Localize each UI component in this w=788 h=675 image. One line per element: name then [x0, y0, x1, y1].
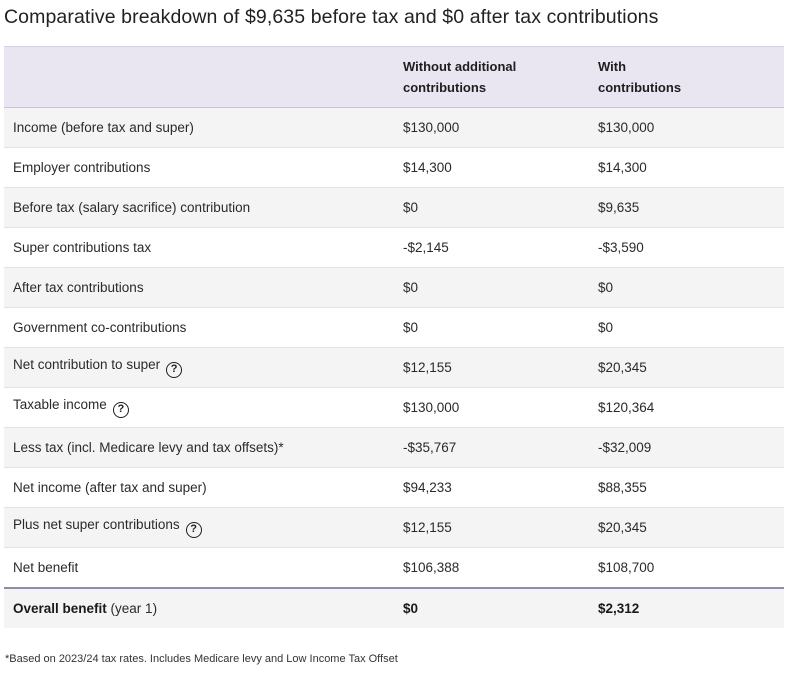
comparison-table: Without additional contributions With co…: [4, 46, 784, 628]
overall-benefit-label: Overall benefit (year 1): [4, 588, 394, 628]
row-label-cell: Net income (after tax and super): [4, 467, 394, 508]
row-label-cell: Net benefit: [4, 547, 394, 589]
row-label: Plus net super contributions: [13, 517, 180, 532]
table-row-income-before-tax-and-super: Income (before tax and super) $130,000 $13…: [4, 107, 784, 148]
row-label: Taxable income: [13, 397, 107, 412]
table-row-net-contribution-to-super: Net contribution to super? $12,155 $20,345: [4, 347, 784, 388]
without-contributions-value: -$2,145: [394, 227, 589, 268]
row-label-cell: Government co-contributions: [4, 307, 394, 348]
header-with-line1: With: [598, 59, 627, 74]
overall-benefit-label-bold: Overall benefit: [13, 600, 107, 616]
row-label: Less tax (incl. Medicare levy and tax of…: [13, 440, 284, 455]
row-label-cell: Before tax (salary sacrifice) contributi…: [4, 187, 394, 228]
header-without-line2: contributions: [403, 80, 487, 95]
overall-benefit-without-value: $0: [403, 600, 419, 616]
with-contributions-value: $0: [589, 307, 784, 348]
question-circle-icon[interactable]: ?: [185, 522, 202, 538]
table-row-before-tax-salary-sacrifice-contribution: Before tax (salary sacrifice) contributi…: [4, 187, 784, 228]
header-with-contributions: With contributions: [589, 46, 784, 108]
table-row-employer-contributions: Employer contributions $14,300 $14,300: [4, 147, 784, 188]
table-row-net-income-after-tax-and-super: Net income (after tax and super) $94,233 $…: [4, 467, 784, 508]
overall-benefit-label-suffix: (year 1): [106, 600, 158, 616]
row-label-cell: After tax contributions: [4, 267, 394, 308]
without-contributions-value: $14,300: [394, 147, 589, 188]
with-contributions-value: $130,000: [589, 107, 784, 148]
with-contributions-value: $9,635: [589, 187, 784, 228]
without-contributions-value: $12,155: [394, 507, 589, 548]
row-label-cell: Super contributions tax: [4, 227, 394, 268]
without-contributions-value: $130,000: [394, 107, 589, 148]
without-contributions-value: $0: [394, 187, 589, 228]
row-label-cell: Taxable income?: [4, 387, 394, 428]
table-row-plus-net-super-contributions: Plus net super contributions? $12,155 $20,…: [4, 507, 784, 548]
table-header-row: Without additional contributions With co…: [4, 46, 784, 108]
with-contributions-value: $108,700: [589, 547, 784, 589]
row-label: After tax contributions: [13, 280, 144, 295]
row-label: Income (before tax and super): [13, 120, 194, 135]
with-contributions-value: $20,345: [589, 347, 784, 388]
comparison-table-container: Without additional contributions With co…: [4, 46, 784, 628]
row-label-cell: Employer contributions: [4, 147, 394, 188]
overall-benefit-with-value: $2,312: [598, 600, 640, 616]
row-label: Net contribution to super: [13, 357, 161, 372]
header-with-line2: contributions: [598, 80, 682, 95]
table-row-less-tax-incl-medicare-levy-and-tax-offsets: Less tax (incl. Medicare levy and tax of…: [4, 427, 784, 468]
row-label-cell: Net contribution to super?: [4, 347, 394, 388]
row-label-cell: Plus net super contributions?: [4, 507, 394, 548]
table-row-overall-benefit: Overall benefit (year 1) $0 $2,312: [4, 587, 784, 628]
without-contributions-value: $130,000: [394, 387, 589, 428]
question-circle-icon[interactable]: ?: [166, 362, 183, 378]
without-contributions-value: $106,388: [394, 547, 589, 589]
question-circle-icon[interactable]: ?: [112, 402, 129, 418]
with-contributions-value: $0: [589, 267, 784, 308]
with-contributions-value: $88,355: [589, 467, 784, 508]
row-label: Before tax (salary sacrifice) contributi…: [13, 200, 251, 215]
row-label: Super contributions tax: [13, 240, 152, 255]
with-contributions-value: -$3,590: [589, 227, 784, 268]
header-label-column: [4, 46, 394, 108]
without-contributions-value: $0: [394, 267, 589, 308]
table-row-net-benefit: Net benefit $106,388 $108,700: [4, 547, 784, 589]
row-label: Net income (after tax and super): [13, 480, 207, 495]
table-row-super-contributions-tax: Super contributions tax -$2,145 -$3,590: [4, 227, 784, 268]
page-title: Comparative breakdown of $9,635 before t…: [4, 6, 659, 28]
table-body: Income (before tax and super) $130,000 $13…: [4, 107, 784, 628]
without-contributions-value: $12,155: [394, 347, 589, 388]
without-contributions-value: $0: [394, 307, 589, 348]
table-row-taxable-income: Taxable income? $130,000 $120,364: [4, 387, 784, 428]
row-label: Government co-contributions: [13, 320, 187, 335]
with-contributions-value: $120,364: [589, 387, 784, 428]
row-label: Employer contributions: [13, 160, 151, 175]
table-row-government-co-contributions: Government co-contributions $0 $0: [4, 307, 784, 348]
without-contributions-value: $94,233: [394, 467, 589, 508]
with-contributions-value: $20,345: [589, 507, 784, 548]
header-without-contributions: Without additional contributions: [394, 46, 589, 108]
row-label-cell: Income (before tax and super): [4, 107, 394, 148]
table-row-after-tax-contributions: After tax contributions $0 $0: [4, 267, 784, 308]
row-label-cell: Less tax (incl. Medicare levy and tax of…: [4, 427, 394, 468]
without-contributions-value: -$35,767: [394, 427, 589, 468]
with-contributions-value: -$32,009: [589, 427, 784, 468]
header-without-line1: Without additional: [403, 59, 517, 74]
with-contributions-value: $14,300: [589, 147, 784, 188]
footnote: *Based on 2023/24 tax rates. Includes Me…: [5, 653, 398, 665]
row-label: Net benefit: [13, 559, 79, 575]
